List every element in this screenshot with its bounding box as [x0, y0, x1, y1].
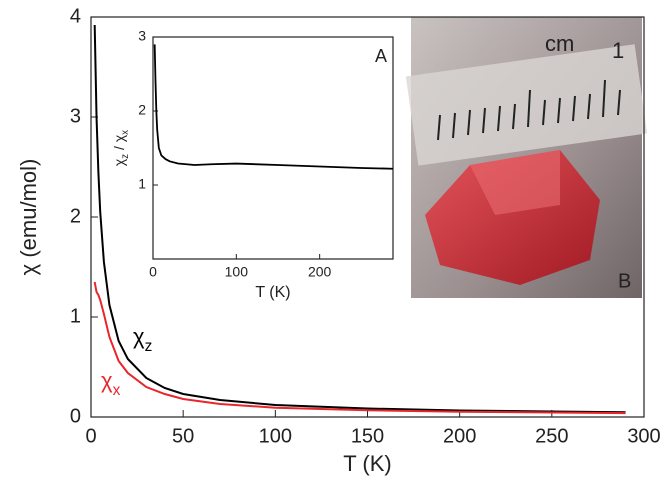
subscript: z	[145, 338, 153, 355]
x-tick-label: 200	[443, 425, 476, 447]
subscript: z	[120, 154, 131, 159]
x-tick-label: 0	[85, 425, 96, 447]
ruler-label: 1	[612, 38, 624, 63]
subscript: x	[120, 130, 131, 135]
y-tick-label: 1	[70, 305, 81, 327]
subscript: x	[113, 382, 121, 399]
x-tick-label: 150	[351, 425, 384, 447]
series-label: χx	[101, 368, 121, 399]
text-part: χ	[133, 324, 145, 349]
line	[93, 24, 626, 414]
text-part: / χ	[111, 134, 127, 154]
x-tick-label: 100	[225, 264, 249, 280]
line	[93, 281, 626, 415]
x-tick-label: 50	[172, 425, 194, 447]
x-tick-label: 0	[149, 264, 157, 280]
y-tick-label: 2	[138, 102, 146, 118]
panel-label: A	[375, 46, 387, 66]
y-axis-label: χz / χx	[111, 130, 131, 166]
y-tick-label: 3	[70, 105, 81, 127]
text-part: χ	[101, 368, 113, 393]
ruler	[405, 44, 648, 166]
series-label: χz	[133, 324, 152, 355]
x-tick-label: 300	[627, 425, 660, 447]
panel-label: B	[618, 270, 631, 292]
ruler-ticks	[437, 79, 621, 141]
x-tick-label: 200	[308, 264, 332, 280]
y-tick-label: 1	[138, 176, 146, 192]
y-tick-label: 0	[70, 405, 81, 427]
plot-frame	[152, 36, 394, 260]
line	[153, 44, 394, 170]
y-tick-label: 4	[70, 5, 81, 27]
x-axis-label: T (K)	[343, 451, 391, 476]
photo: cm 1 B	[405, 17, 648, 298]
crystal-facet	[470, 150, 560, 215]
x-axis-label: T (K)	[255, 284, 290, 301]
y-axis-label: χ (emu/mol)	[16, 159, 41, 276]
y-tick-label: 3	[138, 28, 146, 44]
ruler-label: cm	[545, 31, 574, 56]
x-tick-label: 250	[535, 425, 568, 447]
y-tick-label: 2	[70, 205, 81, 227]
text-part: χ	[111, 158, 127, 166]
x-tick-label: 100	[259, 425, 292, 447]
